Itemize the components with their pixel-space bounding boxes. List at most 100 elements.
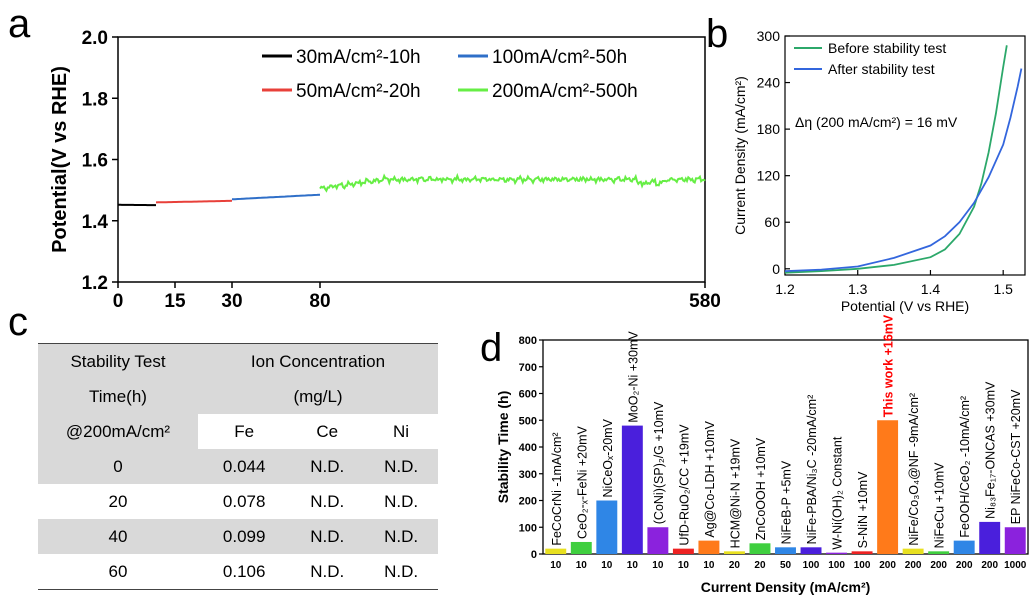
x-tick-label-d: 50 xyxy=(780,560,792,571)
bar-label-d: FeCoCrNi -1mA/cm² xyxy=(550,432,564,545)
x-tick-label-a: 580 xyxy=(689,291,721,312)
x-tick-label-d: 10 xyxy=(678,560,690,571)
cell-ni: N.D. xyxy=(364,519,438,554)
bar-d xyxy=(801,547,822,554)
bar-label-d: NiFe/Co₃O₄@NF -9mA/cm² xyxy=(907,393,921,546)
bar-label-d: EP NiFeCo-CST +20mV xyxy=(1009,389,1023,524)
legend-label-a: 50mA/cm²-20h xyxy=(296,81,421,102)
bar-label-d: NiFe-PBA/Ni₃C -20mA/cm² xyxy=(805,395,819,545)
table-row: 40 0.099 N.D. N.D. xyxy=(38,519,438,554)
bar-d xyxy=(852,551,873,554)
cell-ce: N.D. xyxy=(290,554,364,590)
bar-d xyxy=(673,549,694,554)
bar-d xyxy=(622,426,643,554)
panel-letter-b: b xyxy=(706,12,728,57)
x-axis-label-d: Current Density (mA/cm²) xyxy=(701,579,871,595)
header-time-line1: Stability Test xyxy=(38,344,198,380)
bar-label-d: W-Ni(OH)₂ Constant xyxy=(831,436,845,549)
bar-label-d: CeO₂-ₓ-FeNi +20mV xyxy=(575,426,589,539)
y-axis-label-b: Current Density (mA/cm²) xyxy=(732,76,748,235)
bar-d xyxy=(826,553,847,554)
x-axis-label-b: Potential (V vs RHE) xyxy=(841,298,969,314)
x-tick-label-d: 200 xyxy=(930,560,947,571)
cell-fe: 0.078 xyxy=(198,484,290,519)
y-tick-label-d: 300 xyxy=(519,469,537,481)
y-tick-label-d: 100 xyxy=(519,522,537,534)
x-tick-label-a: 15 xyxy=(164,291,186,312)
series-line-b xyxy=(785,45,1007,272)
bar-label-d: (CoNi)(SP)₂/G +10mV xyxy=(652,401,666,524)
bar-d xyxy=(724,551,745,554)
cell-fe: 0.044 xyxy=(198,449,290,484)
x-tick-label-b: 1.2 xyxy=(775,281,795,297)
x-tick-label-d: 10 xyxy=(703,560,715,571)
bar-label-d: UfD-RuO₂/CC +19mV xyxy=(677,424,691,546)
y-tick-label-a: 1.4 xyxy=(82,212,109,233)
plot-frame-d xyxy=(543,340,1028,554)
legend-label-a: 100mA/cm²-50h xyxy=(492,47,627,68)
bar-label-d: Ag@Co-LDH +10mV xyxy=(703,420,717,537)
table-row: 0 0.044 N.D. N.D. xyxy=(38,449,438,484)
cell-time: 20 xyxy=(38,484,198,519)
table-row: 60 0.106 N.D. N.D. xyxy=(38,554,438,590)
cell-fe: 0.106 xyxy=(198,554,290,590)
y-tick-label-a: 2.0 xyxy=(82,28,108,49)
legend-label-b: After stability test xyxy=(828,61,935,77)
cell-time: 60 xyxy=(38,554,198,590)
x-tick-label-b: 1.5 xyxy=(993,281,1013,297)
bar-d xyxy=(979,522,1000,554)
x-tick-label-d: 10 xyxy=(576,560,588,571)
x-tick-label-d: 100 xyxy=(854,560,871,571)
x-tick-label-b: 1.4 xyxy=(921,281,941,297)
x-tick-label-d: 200 xyxy=(905,560,922,571)
bar-d xyxy=(545,549,566,554)
col-fe: Fe xyxy=(198,414,290,449)
y-tick-label-d: 200 xyxy=(519,496,537,508)
plot-frame-a xyxy=(118,37,705,282)
cell-ni: N.D. xyxy=(364,554,438,590)
y-tick-label-b: 180 xyxy=(757,121,781,137)
x-tick-label-d: 10 xyxy=(550,560,562,571)
x-tick-label-d: 1000 xyxy=(1004,560,1027,571)
x-tick-label-a: 80 xyxy=(309,291,330,312)
y-tick-label-b: 120 xyxy=(757,168,781,184)
x-tick-label-d: 10 xyxy=(601,560,613,571)
bar-label-d: Ni₈₃Fe₁₇-ONCAS +30mV xyxy=(984,381,998,519)
bar-label-d: MoO₂-Ni +30mV xyxy=(626,331,640,423)
bar-label-d: FeOOH/CeO₂ -10mA/cm² xyxy=(958,396,972,538)
bar-d xyxy=(928,551,949,554)
y-tick-label-b: 0 xyxy=(772,261,780,277)
y-tick-label-b: 300 xyxy=(757,28,781,44)
x-tick-label-d: 200 xyxy=(956,560,973,571)
y-tick-label-d: 600 xyxy=(519,389,537,401)
series-line-a xyxy=(320,176,705,191)
cell-time: 40 xyxy=(38,519,198,554)
legend-label-b: Before stability test xyxy=(828,40,946,56)
y-tick-label-a: 1.8 xyxy=(82,89,108,110)
cell-ni: N.D. xyxy=(364,449,438,484)
bar-label-d: NiCeOₓ-20mV xyxy=(601,418,615,497)
y-tick-label-d: 400 xyxy=(519,442,537,454)
bar-d xyxy=(903,549,924,554)
x-tick-label-d: 20 xyxy=(754,560,766,571)
cell-ce: N.D. xyxy=(290,519,364,554)
table-row: 20 0.078 N.D. N.D. xyxy=(38,484,438,519)
plot-frame-b xyxy=(785,36,1025,275)
panel-letter-a: a xyxy=(8,2,30,47)
cell-fe: 0.099 xyxy=(198,519,290,554)
bar-d xyxy=(698,541,719,554)
bar-d xyxy=(596,501,617,555)
bar-label-d: NiFeCu +10mV xyxy=(933,462,947,548)
col-ce: Ce xyxy=(290,414,364,449)
header-ion-line1: Ion Concentration xyxy=(198,344,438,380)
legend-label-a: 200mA/cm²-500h xyxy=(492,81,638,102)
bar-d xyxy=(775,547,796,554)
cell-ce: N.D. xyxy=(290,484,364,519)
ion-concentration-table: Stability Test Ion Concentration Time(h)… xyxy=(38,343,438,590)
bar-label-d: S-NiN +10mV xyxy=(856,471,870,548)
x-tick-label-d: 200 xyxy=(879,560,896,571)
cell-ni: N.D. xyxy=(364,484,438,519)
bar-d xyxy=(1005,527,1026,554)
y-axis-label-d: Stability Time (h) xyxy=(495,391,511,504)
y-tick-label-d: 500 xyxy=(519,415,537,427)
